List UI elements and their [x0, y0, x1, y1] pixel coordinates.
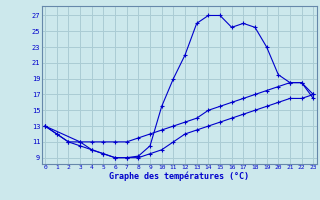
X-axis label: Graphe des températures (°C): Graphe des températures (°C) — [109, 172, 249, 181]
